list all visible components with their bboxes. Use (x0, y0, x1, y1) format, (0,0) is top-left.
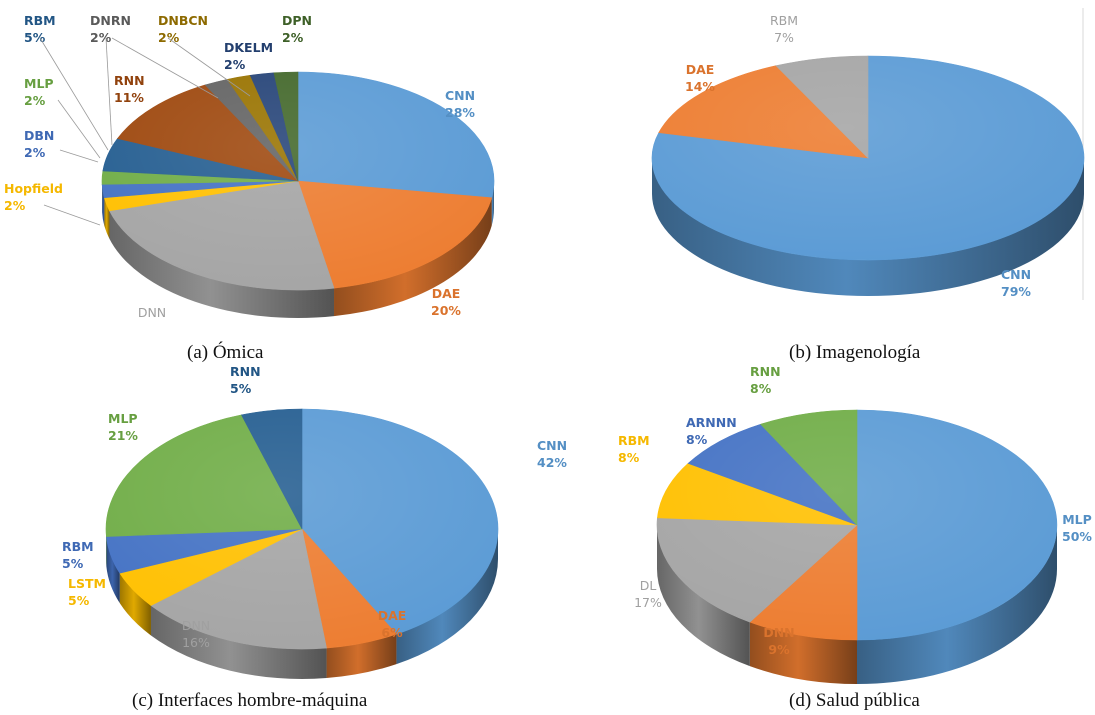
label-mlp: MLP (24, 76, 54, 91)
pie-highlight-3 (106, 409, 498, 649)
label-mlp: MLP (1062, 512, 1092, 527)
side-mlp (857, 525, 1057, 684)
pie-highlight-2 (652, 56, 1084, 260)
pct-dpn: 2% (282, 30, 304, 45)
pct-rbm: 8% (618, 450, 640, 465)
pct-hopfield: 2% (4, 198, 26, 213)
side-dae (326, 634, 397, 679)
leader-line (105, 37, 113, 146)
label-lstm: LSTM (68, 576, 106, 591)
caption-c: (c) Interfaces hombre-máquina (132, 690, 368, 711)
caption-b: (b) Imagenología (789, 342, 921, 363)
pct-rnn: 8% (750, 381, 772, 396)
pie-chart-salud-publica: MLP 50% DNN 9% DL 17% RBM 8% ARNNN 8% RNN 8% (618, 364, 1092, 684)
pct-cnn: 28% (445, 105, 475, 120)
side-dnn (749, 622, 857, 684)
label-dae: DAE (378, 608, 407, 623)
label-rnn: RNN (230, 364, 261, 379)
pct-dnn: 16% (182, 635, 210, 650)
label-dnrn: DNRN (90, 13, 131, 28)
pct-dkelm: 2% (224, 57, 246, 72)
leader-line (59, 149, 99, 163)
side-dbn (102, 184, 105, 226)
side-lstm (119, 573, 151, 636)
label-rbm: RBM (770, 13, 798, 28)
pct-rbm: 7% (774, 30, 794, 45)
label-cnn: CNN (1001, 267, 1031, 282)
pct-cnn: 79% (1001, 284, 1031, 299)
pie-side-2 (652, 158, 1084, 296)
leader-line (167, 37, 251, 97)
label-hopfield: Hopfield (4, 181, 63, 196)
caption-d: (d) Salud pública (789, 690, 920, 711)
pct-mlp: 50% (1062, 529, 1092, 544)
side-cnn (396, 529, 498, 665)
pct-dnbcn: 2% (158, 30, 180, 45)
pct-dae: 20% (431, 303, 461, 318)
label-rnn: RNN (750, 364, 781, 379)
label-cnn: CNN (537, 438, 567, 453)
pie-labels-3: CNN 42% DAE 6% DNN 16% LSTM 5% RBM 5% MLP 21% RNN 5% (62, 364, 567, 650)
label-cnn: CNN (445, 88, 475, 103)
leader-line (111, 37, 219, 99)
label-arnnn: ARNNN (686, 415, 737, 430)
pct-mlp: 21% (108, 428, 138, 443)
pct-lstm: 5% (68, 593, 90, 608)
pie-chart-interfaces-hombre-maquina: CNN 42% DAE 6% DNN 16% LSTM 5% RBM 5% MLP 21% RNN 5% (62, 364, 567, 679)
pct-rbm: 5% (62, 556, 84, 571)
pct-dnrn: 2% (90, 30, 112, 45)
label-dpn: DPN (282, 13, 312, 28)
pct-rbm: 5% (24, 30, 46, 45)
pct-dae: 6% (381, 625, 403, 640)
label-dae: DAE (686, 62, 715, 77)
pie-highlight-1 (102, 72, 494, 290)
side-cnn (652, 158, 1084, 296)
side-dnn (150, 605, 327, 679)
label-dbn: DBN (24, 128, 54, 143)
pct-rnn: 5% (230, 381, 252, 396)
pct-mlp: 2% (24, 93, 46, 108)
label-rnn: RNN (114, 73, 145, 88)
pie-chart-imagenologia: CNN 79% DAE 14% RBM 7% (651, 13, 1085, 299)
pie-highlight-4 (657, 410, 1057, 640)
leader-line (57, 99, 101, 159)
side-dnn (109, 210, 335, 318)
side-dl (657, 525, 750, 667)
pie-labels-2: CNN 79% DAE 14% RBM 7% (685, 13, 1031, 299)
pct-arnnn: 8% (686, 432, 708, 447)
side-cnn (491, 181, 494, 226)
leader-line (43, 204, 101, 226)
pct-cnn: 42% (537, 455, 567, 470)
label-dkelm: DKELM (224, 40, 273, 55)
pct-dl: 17% (634, 595, 662, 610)
caption-a: (a) Ómica (187, 341, 264, 363)
pct-dae: 14% (685, 79, 715, 94)
label-rbm: RBM (62, 539, 94, 554)
label-dnn: DNN (182, 618, 210, 633)
leader-line (39, 37, 109, 151)
label-dnn: DNN (763, 625, 794, 640)
pie-side-4 (657, 525, 1057, 684)
label-dl: DL (640, 578, 657, 593)
pct-dbn: 2% (24, 145, 46, 160)
label-rbm: RBM (618, 433, 650, 448)
pct-dnn: 9% (768, 642, 790, 657)
label-dae: DAE (432, 286, 461, 301)
pie-side-1 (102, 181, 494, 318)
pct-rnn: 11% (114, 90, 144, 105)
label-rbm: RBM (24, 13, 56, 28)
label-dnn: DNN (138, 305, 166, 320)
label-mlp: MLP (108, 411, 138, 426)
pie-chart-omica: CNN 28% DAE 20% DNN Hopfield 2% DBN 2% MLP 2% RBM 5%… (4, 13, 495, 320)
label-dnbcn: DNBCN (158, 13, 208, 28)
side-dae (334, 197, 492, 317)
pie-labels-4: MLP 50% DNN 9% DL 17% RBM 8% ARNNN 8% RNN 8% (618, 364, 1092, 657)
pie-labels-1: CNN 28% DAE 20% DNN Hopfield 2% DBN 2% MLP 2% RBM 5%… (4, 13, 475, 320)
side-hopfield (104, 197, 110, 239)
